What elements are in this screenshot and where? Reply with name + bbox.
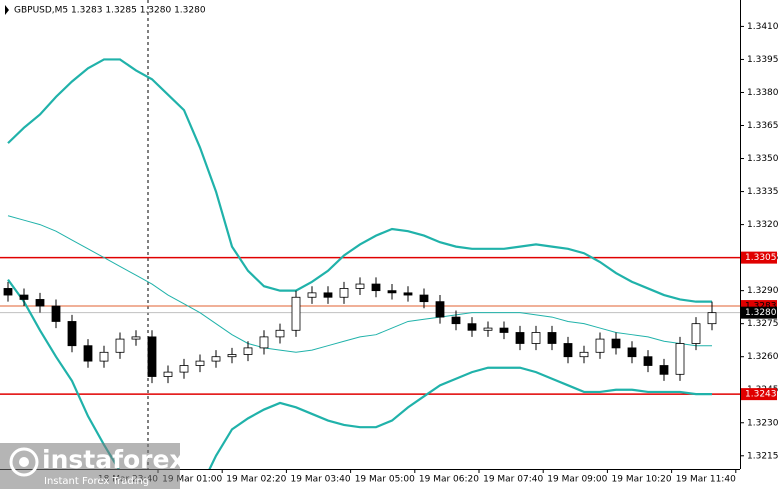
candle-body <box>99 351 109 362</box>
x-tick-label: 19 Mar 07:40 <box>483 475 543 485</box>
x-tick-label: 19 Mar 09:00 <box>547 475 607 485</box>
candle-body <box>563 343 573 358</box>
level-label: 1.3283 <box>745 302 777 312</box>
candle-body <box>435 301 445 318</box>
candle-body <box>323 292 333 298</box>
candle-body <box>163 371 173 377</box>
candle-body <box>339 288 349 298</box>
plot-area <box>0 58 740 469</box>
y-tick-label: 1.3290 <box>747 286 779 296</box>
candle-body <box>371 283 381 292</box>
title-arrow <box>5 5 9 15</box>
candle-body <box>291 296 301 331</box>
candle-body <box>51 305 61 322</box>
candle-body <box>627 347 637 358</box>
candle-body <box>451 316 461 325</box>
candle-body <box>691 323 701 344</box>
candle-body <box>611 338 621 349</box>
y-tick-label: 1.3365 <box>747 121 779 131</box>
candle-body <box>83 345 93 362</box>
x-tick-label: 19 Mar 01:00 <box>162 475 222 485</box>
candle-body <box>195 360 205 366</box>
candle-body <box>515 332 525 344</box>
y-tick-label: 1.3410 <box>747 22 779 32</box>
watermark-brand: instaforex <box>42 445 186 474</box>
y-tick-label: 1.3275 <box>747 319 779 329</box>
candle-body <box>115 338 125 353</box>
y-tick-label: 1.3395 <box>747 55 779 65</box>
candle-body <box>243 347 253 355</box>
y-tick-label: 1.3320 <box>747 220 779 230</box>
y-tick-label: 1.3260 <box>747 352 779 362</box>
candle-body <box>67 321 77 347</box>
candle-body <box>659 365 669 375</box>
level-label-box <box>741 251 777 264</box>
y-tick-label: 1.3230 <box>747 418 779 428</box>
candle-body <box>675 343 685 375</box>
candle-body <box>355 283 365 289</box>
level-label: 1.3243 <box>745 390 777 400</box>
x-tick-label: 19 Mar 03:40 <box>291 475 351 485</box>
watermark-logo <box>9 447 39 477</box>
candle-body <box>707 312 717 325</box>
candle-body <box>595 338 605 353</box>
axes: 1.3410 1.3395 1.3380 1.3365 1.3350 1.3335 1.33… <box>98 22 779 485</box>
candle-body <box>227 354 237 358</box>
candle-body <box>259 336 269 349</box>
candle-body <box>403 292 413 296</box>
y-tick-label: 1.3215 <box>747 451 779 461</box>
candle-body <box>307 292 317 298</box>
candle-body <box>499 327 509 333</box>
x-tick-label: 19 Mar 02:20 <box>226 475 286 485</box>
band-line <box>7 278 712 469</box>
watermark-logo-dot <box>19 457 29 467</box>
chart-title: GBPUSD,M5 1.3283 1.3285 1.3280 1.3280 <box>14 6 206 16</box>
y-tick-label: 1.3335 <box>747 187 779 197</box>
x-tick-label: 19 Mar 05:00 <box>355 475 415 485</box>
level-label: 1.3280 <box>745 308 777 318</box>
candle-body <box>19 294 29 300</box>
candle-body <box>179 365 189 373</box>
band-line <box>7 58 712 303</box>
level-label: 1.3305 <box>745 253 777 263</box>
y-tick-label: 1.3350 <box>747 154 779 164</box>
candle-body <box>467 323 477 331</box>
candle-body <box>531 332 541 344</box>
x-tick-label: 19 Mar 10:20 <box>612 475 672 485</box>
y-tick-label: 1.3380 <box>747 88 779 98</box>
x-tick-label: 19 Mar 06:20 <box>419 475 479 485</box>
band-line <box>7 215 712 353</box>
candle-body <box>579 351 589 358</box>
candle-body <box>3 288 13 296</box>
candle-body <box>35 299 45 307</box>
candle-body <box>483 327 493 331</box>
candle-body <box>419 294 429 303</box>
candle-body <box>147 336 157 377</box>
candle-body <box>643 356 653 366</box>
candle-body <box>275 329 285 338</box>
candle-body <box>387 290 397 294</box>
level-label-box <box>741 306 777 319</box>
watermark-tagline: Instant Forex Trading <box>44 476 149 487</box>
candle-body <box>547 332 557 344</box>
level-label-box <box>741 388 777 401</box>
x-tick-label: 19 Mar 11:40 <box>676 475 736 485</box>
candle-body <box>211 356 221 362</box>
candle-body <box>131 336 141 340</box>
